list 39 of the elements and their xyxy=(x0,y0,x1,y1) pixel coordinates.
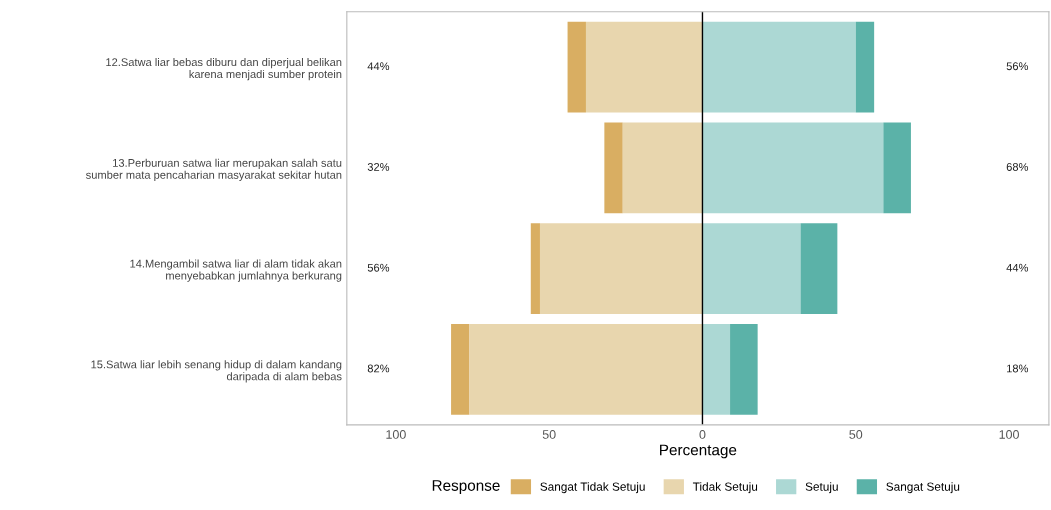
y-tick-label: 14.Mengambil satwa liar di alam tidak akan menyebabkan jumlahnya berkurang xyxy=(130,259,342,282)
bar xyxy=(702,21,856,113)
legend-label: Tidak Setuju xyxy=(692,482,758,494)
annotation: 18% xyxy=(1007,364,1029,373)
y-tick-label: 15.Satwa liar lebih senang hidup di dalam kandang daripada di alam bebas xyxy=(91,360,342,383)
annotation: 44% xyxy=(1006,263,1029,272)
bar xyxy=(585,21,703,113)
y-tick-label: 12.Satwa liar bebas diburu dan diperjual belikan karena menjadi sumber protein xyxy=(106,57,342,81)
annotation: 68% xyxy=(1006,163,1029,171)
legend-label: Sangat Setuju xyxy=(886,482,960,494)
bar xyxy=(883,122,911,214)
x-tick-label: 100 xyxy=(386,430,406,439)
x-tick-label: 50 xyxy=(849,430,863,439)
bar xyxy=(702,223,801,314)
bar xyxy=(730,324,758,415)
bar xyxy=(469,324,703,415)
x-axis-title: Percentage xyxy=(660,444,737,459)
annotation: 56% xyxy=(367,263,390,272)
annotation: 44% xyxy=(367,62,390,71)
bar xyxy=(604,122,623,214)
legend-label: Setuju xyxy=(805,482,838,494)
bar xyxy=(451,324,470,415)
bar xyxy=(702,122,884,214)
annotation: 56% xyxy=(1006,62,1029,71)
bar xyxy=(702,324,731,415)
bar xyxy=(800,223,838,314)
annotation: 32% xyxy=(367,163,390,171)
y-tick-label: 13.Perburuan satwa liar merupakan salah satu sumber mata pencaharian masyarakat sekitar hutan xyxy=(85,158,342,182)
bar xyxy=(539,223,703,314)
x-tick-label: 100 xyxy=(999,430,1019,439)
bar xyxy=(530,223,540,314)
x-tick-label: 0 xyxy=(699,430,706,439)
bar xyxy=(855,21,875,113)
x-tick-label: 50 xyxy=(542,430,556,439)
bar xyxy=(622,122,703,214)
bar xyxy=(567,21,586,113)
annotation: 82% xyxy=(367,364,390,373)
legend-label: Sangat Tidak Setuju xyxy=(540,482,645,494)
legend-title: Response xyxy=(432,480,500,494)
